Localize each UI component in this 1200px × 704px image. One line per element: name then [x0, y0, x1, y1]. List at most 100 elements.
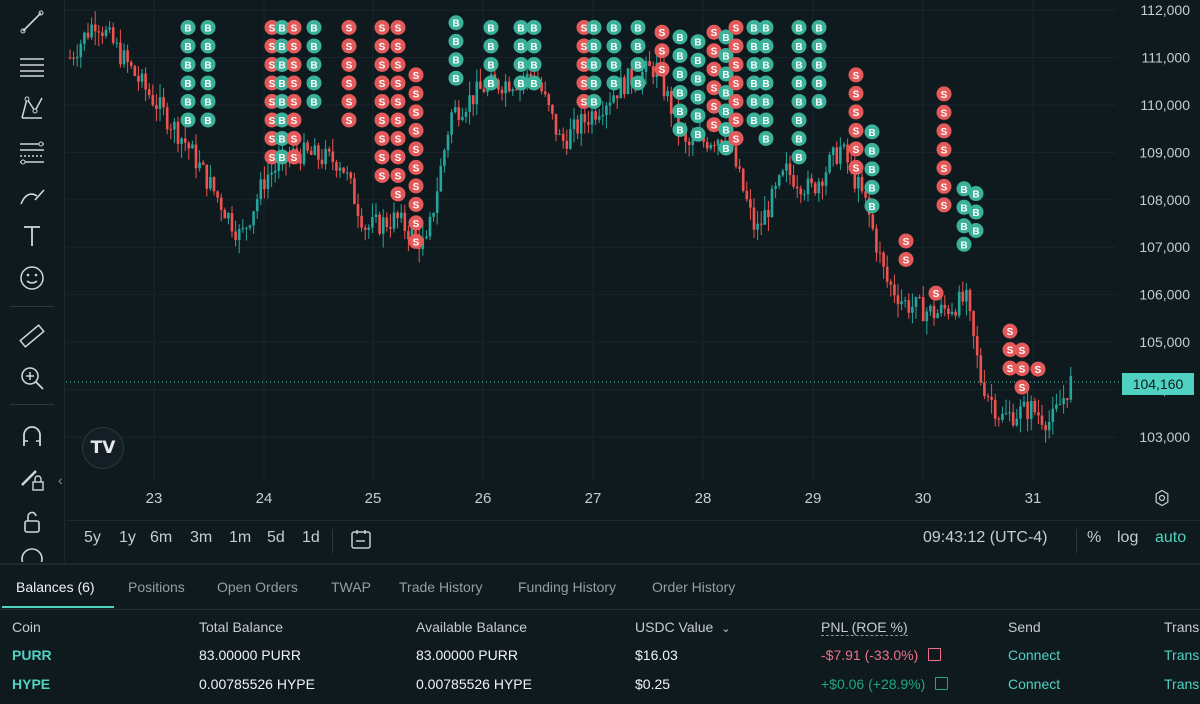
- buy-marker: [483, 75, 499, 91]
- marker-label: S: [1007, 364, 1014, 375]
- tab-funding-history[interactable]: Funding History: [518, 579, 617, 595]
- range-5d[interactable]: 5d: [267, 529, 285, 546]
- marker-label: B: [868, 128, 875, 139]
- marker-label: S: [581, 23, 588, 34]
- chart-settings-icon[interactable]: [1150, 486, 1174, 510]
- transfer-link[interactable]: Trans: [1164, 676, 1200, 692]
- emoji-icon[interactable]: [14, 260, 50, 296]
- range-divider: [332, 529, 333, 553]
- auto-scale-button[interactable]: auto: [1155, 529, 1187, 546]
- buy-marker: [718, 84, 734, 100]
- marker-label: S: [379, 79, 386, 90]
- range-3m[interactable]: 3m: [190, 529, 213, 546]
- buy-marker: [718, 140, 734, 156]
- candle-body: [954, 311, 957, 316]
- candle-body: [155, 104, 158, 109]
- candle-body: [561, 133, 565, 141]
- transfer-link[interactable]: Trans: [1164, 647, 1200, 663]
- tab-twap[interactable]: TWAP: [331, 579, 371, 595]
- column-send[interactable]: Send: [1008, 619, 1041, 635]
- lock-drawing-icon[interactable]: [14, 460, 50, 496]
- sell-marker: [1014, 379, 1030, 395]
- range-5y[interactable]: 5y: [84, 529, 101, 546]
- share-pnl-icon[interactable]: [935, 677, 949, 690]
- marker-label: B: [762, 116, 769, 127]
- send-connect-link[interactable]: Connect: [1008, 647, 1061, 663]
- candle-body: [273, 170, 277, 173]
- brush-icon[interactable]: [14, 177, 50, 213]
- candle-body: [464, 111, 468, 117]
- log-scale-button[interactable]: log: [1117, 529, 1139, 546]
- range-1m[interactable]: 1m: [229, 529, 252, 546]
- unlock-icon[interactable]: [14, 504, 50, 540]
- marker-label: S: [733, 116, 740, 127]
- column-total-balance[interactable]: Total Balance: [199, 619, 284, 635]
- range-6m[interactable]: 6m: [150, 529, 173, 546]
- tab-trade-history[interactable]: Trade History: [399, 579, 483, 595]
- tab-balances[interactable]: Balances (6): [16, 579, 95, 595]
- marker-label: S: [291, 79, 298, 90]
- column-pnl[interactable]: PNL (ROE %): [821, 619, 908, 636]
- marker-label: S: [269, 79, 276, 90]
- price-chart[interactable]: 112,000 111,000 110,000 109,000 108,000 107,0…: [66, 0, 1200, 520]
- buy-marker: [606, 19, 622, 35]
- column-coin[interactable]: Coin: [12, 619, 41, 635]
- date-range-calendar-icon[interactable]: [349, 527, 373, 556]
- range-1y[interactable]: 1y: [119, 529, 136, 546]
- column-usdc-value[interactable]: USDC Value ⌄: [635, 619, 730, 635]
- candle-body: [414, 228, 417, 235]
- candle-body: [777, 175, 781, 186]
- row-coin[interactable]: PURR: [12, 647, 52, 663]
- marker-label: S: [346, 23, 353, 34]
- tab-open-orders[interactable]: Open Orders: [217, 579, 298, 595]
- marker-label: S: [733, 97, 740, 108]
- eye-icon[interactable]: [14, 542, 50, 562]
- candle-body: [158, 97, 162, 109]
- collapse-toolbar-icon[interactable]: ‹: [58, 472, 63, 488]
- candle-body: [237, 228, 241, 241]
- candlestick-chart[interactable]: 112,000 111,000 110,000 109,000 108,000 107,0…: [66, 0, 1200, 520]
- marker-label: B: [676, 125, 683, 136]
- column-available-balance[interactable]: Available Balance: [416, 619, 528, 635]
- marker-label: S: [711, 84, 718, 95]
- candle-body: [619, 77, 623, 99]
- candle-body: [90, 24, 93, 38]
- candle-body: [900, 301, 903, 305]
- date-axis-label: 28: [695, 490, 712, 507]
- share-pnl-icon[interactable]: [928, 648, 942, 661]
- marker-label: S: [903, 255, 910, 266]
- candle-body: [565, 140, 569, 149]
- marker-label: B: [676, 107, 683, 118]
- magnet-icon[interactable]: [14, 418, 50, 454]
- sell-marker: [341, 56, 357, 72]
- marker-label: S: [581, 97, 588, 108]
- send-connect-link[interactable]: Connect: [1008, 676, 1061, 692]
- tab-positions[interactable]: Positions: [128, 579, 185, 595]
- sell-marker: [936, 197, 952, 213]
- sell-marker: [341, 19, 357, 35]
- candle-body: [785, 163, 788, 171]
- buy-marker: [746, 38, 762, 54]
- column-transfer[interactable]: Trans: [1164, 619, 1200, 635]
- range-1d[interactable]: 1d: [302, 529, 320, 546]
- horizontal-lines-icon[interactable]: [14, 48, 50, 84]
- candle-body: [385, 217, 389, 227]
- sell-marker: [706, 43, 722, 59]
- marker-label: S: [269, 23, 276, 34]
- pattern-icon[interactable]: [14, 90, 50, 126]
- percent-scale-button[interactable]: %: [1087, 529, 1102, 546]
- candle-body: [119, 42, 122, 65]
- marker-label: S: [1035, 365, 1042, 376]
- marker-label: B: [487, 42, 494, 53]
- trend-line-icon[interactable]: [14, 4, 50, 40]
- text-icon[interactable]: [14, 218, 50, 254]
- row-coin[interactable]: HYPE: [12, 676, 51, 692]
- ruler-icon[interactable]: [14, 318, 50, 354]
- fib-icon[interactable]: [14, 134, 50, 170]
- candle-body: [529, 74, 533, 79]
- sell-marker: [286, 75, 302, 91]
- tradingview-logo[interactable]: TV: [82, 427, 124, 469]
- tab-order-history[interactable]: Order History: [652, 579, 736, 595]
- candle-body: [201, 162, 205, 165]
- zoom-in-icon[interactable]: [14, 360, 50, 396]
